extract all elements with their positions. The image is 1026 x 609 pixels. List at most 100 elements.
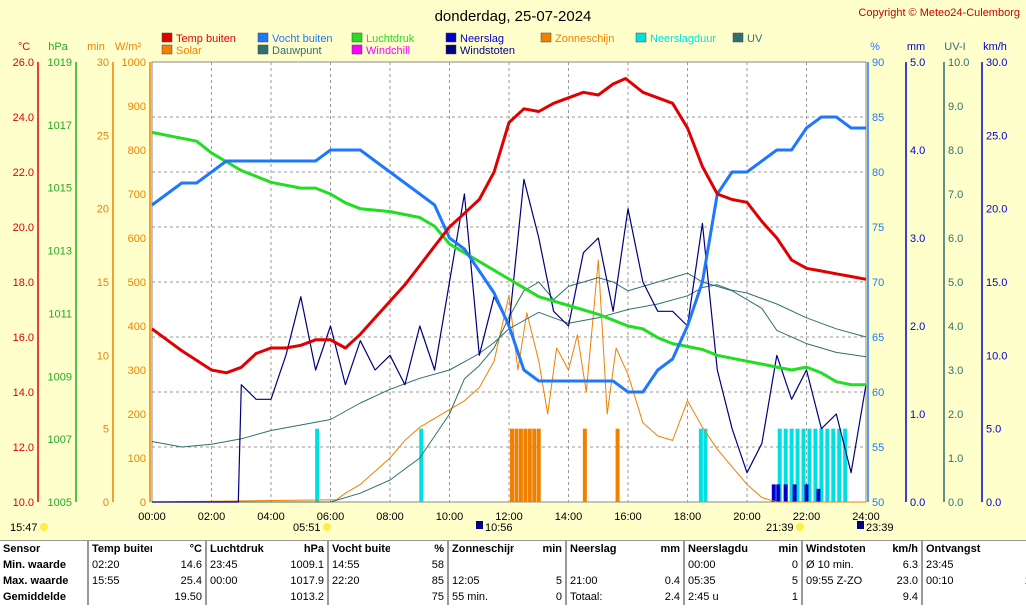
legend-label: Windstoten: [460, 45, 515, 57]
daylength-text: 15:47: [10, 522, 38, 534]
y-tick-label-solar: 200: [128, 409, 146, 421]
stats-cell-value: 94: [996, 557, 1026, 573]
bar-zonneschijn: [509, 428, 514, 502]
stats-cell-time: 00:00: [205, 573, 266, 589]
series-luchtdruk: [151, 130, 866, 387]
legend-swatch: [445, 32, 457, 43]
y-tick-label-solar: 1000: [122, 57, 146, 69]
y-tick-label-humidity: 65: [872, 332, 884, 344]
stats-cell-value: 0.4: [664, 575, 680, 587]
stats-header: Zonneschijn: [447, 541, 514, 557]
y-tick-label-uv: 7.0: [948, 189, 963, 201]
sunrise-icon: [323, 523, 331, 531]
legend-label: Neerslagduur: [650, 33, 716, 45]
y-tick-label-uv: 9.0: [948, 101, 963, 113]
legend-swatch: [257, 44, 269, 55]
x-tick-label: 00:00: [138, 511, 166, 523]
x-tick-label: 02:00: [198, 511, 226, 523]
y-tick-label-humidity: 75: [872, 222, 884, 234]
x-tick-label: 06:00: [317, 511, 345, 523]
stats-cell-value: 0: [791, 559, 798, 571]
y-tick-label-solar: 700: [128, 189, 146, 201]
bar-neerslagduur: [703, 428, 708, 502]
stats-cell-value: 100: [996, 573, 1026, 589]
y-tick-label-sun_min: 5: [103, 424, 109, 436]
y-tick-label-solar: 400: [128, 321, 146, 333]
x-tick-label: 14:00: [555, 511, 583, 523]
y-tick-label-temp: 22.0: [13, 167, 34, 179]
y-tick-label-uv: 2.0: [948, 409, 963, 421]
grid: [152, 62, 866, 502]
y-tick-label-temp: 12.0: [13, 442, 34, 454]
legend-swatch: [732, 32, 744, 43]
y-tick-label-pressure: 1017: [48, 120, 72, 132]
stats-header: Temp buiten: [87, 541, 152, 557]
y-tick-label-temp: 24.0: [13, 112, 34, 124]
stats-cell-time: [801, 589, 874, 605]
stats-cell-value: 1: [791, 591, 798, 603]
y-tick-label-wind: 0.0: [986, 497, 1001, 509]
series-uv: [152, 272, 867, 503]
y-tick-label-rain: 4.0: [910, 145, 925, 157]
stats-cell-time: 00:10: [921, 573, 996, 589]
y-tick-label-sun_min: 0: [103, 497, 109, 509]
stats-grid: Sensor Temp buiten °C Luchtdruk hPa Vocht bui…: [0, 541, 1026, 605]
y-tick-label-humidity: 50: [872, 497, 884, 509]
y-tick-label-pressure: 1005: [48, 497, 72, 509]
stats-cell-time: 00:00: [683, 557, 748, 573]
x-tick-label: 16:00: [614, 511, 642, 523]
y-tick-label-uv: 8.0: [948, 145, 963, 157]
y-tick-label-solar: 0: [140, 497, 146, 509]
stats-cell-time: 23:45: [205, 557, 266, 573]
stats-cell-time: 09:55 Z-ZO: [801, 573, 874, 589]
bar-neerslagduur: [795, 428, 800, 502]
bar-neerslagduur: [831, 428, 836, 502]
stats-cell-time: 14:55: [327, 557, 390, 573]
legend-label: Solar: [176, 45, 202, 57]
bar-neerslagduur: [789, 428, 794, 502]
bar-zonneschijn: [514, 428, 519, 502]
y-tick-label-temp: 10.0: [13, 497, 34, 509]
bar-neerslagduur: [807, 428, 812, 502]
stats-header: Sensor: [3, 543, 41, 555]
solar-noon-text: 10:56: [485, 522, 513, 534]
sunrise-text: 05:51: [293, 522, 321, 534]
stats-cell-time: [447, 557, 514, 573]
y-tick-label-temp: 18.0: [13, 277, 34, 289]
legend-swatch: [540, 32, 552, 43]
stats-cell-value: 6.3: [902, 559, 918, 571]
bar-neerslagduur: [813, 428, 818, 502]
bar-neerslagduur: [315, 428, 320, 502]
y-tick-label-humidity: 90: [872, 57, 884, 69]
stats-header: Luchtdruk: [205, 541, 266, 557]
bar-zonneschijn: [536, 428, 541, 502]
stats-header: Ontvangst: [921, 541, 996, 557]
y-axis-unit-pressure: hPa: [48, 41, 68, 53]
stats-cell-time: 05:35: [683, 573, 748, 589]
stats-row-label: Max. waarde: [3, 575, 69, 587]
x-tick-label: 22:00: [793, 511, 821, 523]
stats-header-row: Sensor Temp buiten °C Luchtdruk hPa Vocht bui…: [0, 541, 1026, 557]
stats-cell-time: 15:55: [87, 573, 152, 589]
stats-cell-value: 1017.9: [290, 575, 324, 587]
y-tick-label-humidity: 85: [872, 112, 884, 124]
legend: Temp buiten Vocht buiten Luchtdruk Neerslag…: [161, 32, 763, 57]
series-windstoten: [152, 178, 867, 503]
stats-cell-time: 23:45: [921, 557, 996, 573]
stats-row: Min. waarde 02:20 14.6 23:45 1009.1 14:55 58 00…: [0, 557, 1026, 573]
stats-cell-value: 75: [431, 591, 444, 603]
y-axis-unit-temp: °C: [18, 41, 30, 53]
stats-row-label: Min. waarde: [3, 559, 66, 571]
weather-chart: 00:00 02:00 04:00 06:00 08:00 10:00 12:00 14:00…: [0, 0, 1026, 540]
stats-cell-value: 9.4: [902, 591, 918, 603]
y-tick-label-pressure: 1013: [48, 246, 72, 258]
legend-label: UV: [747, 33, 763, 45]
bar-zonneschijn: [615, 428, 620, 502]
y-tick-label-humidity: 60: [872, 387, 884, 399]
bar-zonneschijn: [527, 428, 532, 502]
stats-cell-time: [921, 589, 996, 605]
y-tick-label-solar: 800: [128, 145, 146, 157]
y-tick-label-pressure: 1015: [48, 183, 72, 195]
bar-layer: [315, 428, 848, 502]
y-tick-label-pressure: 1019: [48, 57, 72, 69]
